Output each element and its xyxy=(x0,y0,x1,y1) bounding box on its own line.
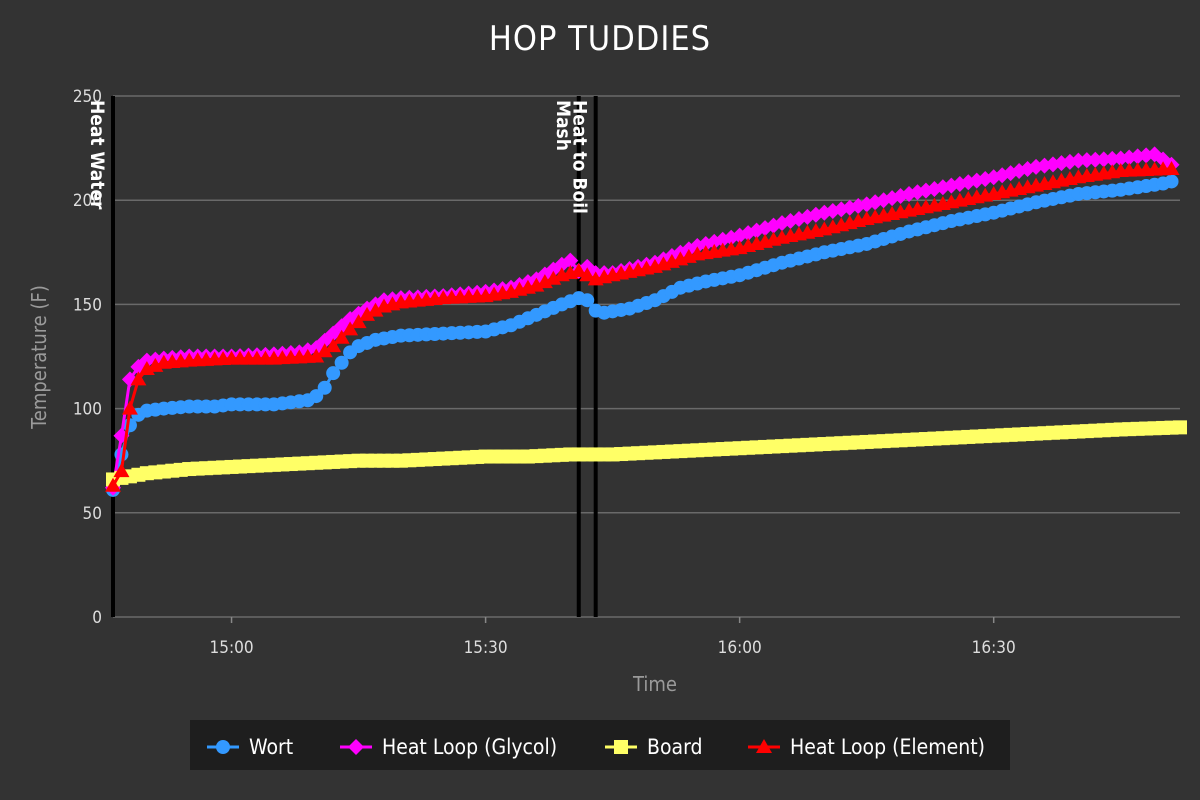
y-tick-label: 100 xyxy=(73,400,102,420)
data-point xyxy=(1173,420,1187,435)
y-tick-label: 200 xyxy=(73,191,102,211)
event-label: Heat to Boil xyxy=(569,100,591,214)
data-point xyxy=(342,321,359,336)
data-point xyxy=(359,306,376,321)
chart-title: HOP TUDDIES xyxy=(489,19,711,59)
legend-label: Board xyxy=(647,735,702,759)
data-point xyxy=(105,477,121,492)
series-heat-loop-element xyxy=(105,160,1180,492)
series-line xyxy=(111,179,1172,491)
data-point xyxy=(367,302,384,317)
legend-label: Wort xyxy=(249,735,293,759)
data-point xyxy=(333,329,350,344)
data-point xyxy=(121,400,138,415)
y-tick-label: 50 xyxy=(83,504,102,524)
legend-label: Heat Loop (Glycol) xyxy=(382,735,557,759)
legend-item: Board xyxy=(605,735,702,759)
data-point xyxy=(1087,151,1104,168)
legend: Wort Heat Loop (Glycol) Board Heat Loop (El… xyxy=(190,720,1010,770)
legend-item: Heat Loop (Element) xyxy=(748,735,985,759)
x-tick-label: 15:00 xyxy=(210,638,254,658)
data-point xyxy=(316,343,333,358)
x-tick-label: 16:30 xyxy=(972,638,1016,658)
legend-swatch-marker xyxy=(216,740,230,754)
series-group xyxy=(105,146,1187,497)
x-axis-ticks: 15:00 15:30 16:00 16:30 xyxy=(210,617,1016,658)
legend-swatch-marker xyxy=(348,739,364,755)
y-axis-label: Temperature (F) xyxy=(27,285,51,430)
data-point xyxy=(130,371,147,386)
series-wort xyxy=(106,174,1179,497)
x-axis-label: Time xyxy=(632,672,677,696)
data-point xyxy=(317,380,332,395)
legend-item: Wort xyxy=(207,735,293,759)
series-heat-loop-glycol xyxy=(105,146,1180,496)
data-point xyxy=(562,252,579,269)
x-tick-label: 15:30 xyxy=(464,638,508,658)
event-label: Mash xyxy=(552,100,574,151)
data-point xyxy=(113,463,130,478)
x-tick-label: 16:00 xyxy=(718,638,762,658)
data-point xyxy=(325,338,342,353)
data-point xyxy=(570,263,587,278)
event-label: Heat Water xyxy=(86,100,108,210)
data-point xyxy=(580,293,595,308)
data-point xyxy=(1078,152,1095,169)
data-point xyxy=(1095,151,1112,168)
data-point xyxy=(350,314,367,329)
legend-background xyxy=(190,720,1010,770)
data-point xyxy=(1163,160,1180,175)
y-tick-label: 0 xyxy=(92,608,102,628)
data-point xyxy=(1104,150,1121,167)
series-board xyxy=(106,420,1187,487)
data-point xyxy=(308,348,325,363)
y-tick-label: 150 xyxy=(73,295,102,315)
data-point xyxy=(1070,152,1087,169)
legend-label: Heat Loop (Element) xyxy=(790,735,985,759)
legend-item: Heat Loop (Glycol) xyxy=(340,735,557,759)
y-tick-label: 250 xyxy=(73,87,102,107)
legend-swatch-marker xyxy=(756,739,772,753)
data-point xyxy=(326,366,341,381)
data-point xyxy=(334,355,349,370)
data-point xyxy=(1164,174,1179,189)
legend-swatch-marker xyxy=(614,740,628,754)
legend-items: Wort Heat Loop (Glycol) Board Heat Loop (El… xyxy=(207,735,985,759)
data-point xyxy=(579,267,596,282)
y-axis-ticks: 0 50 100 150 200 250 xyxy=(73,87,102,628)
